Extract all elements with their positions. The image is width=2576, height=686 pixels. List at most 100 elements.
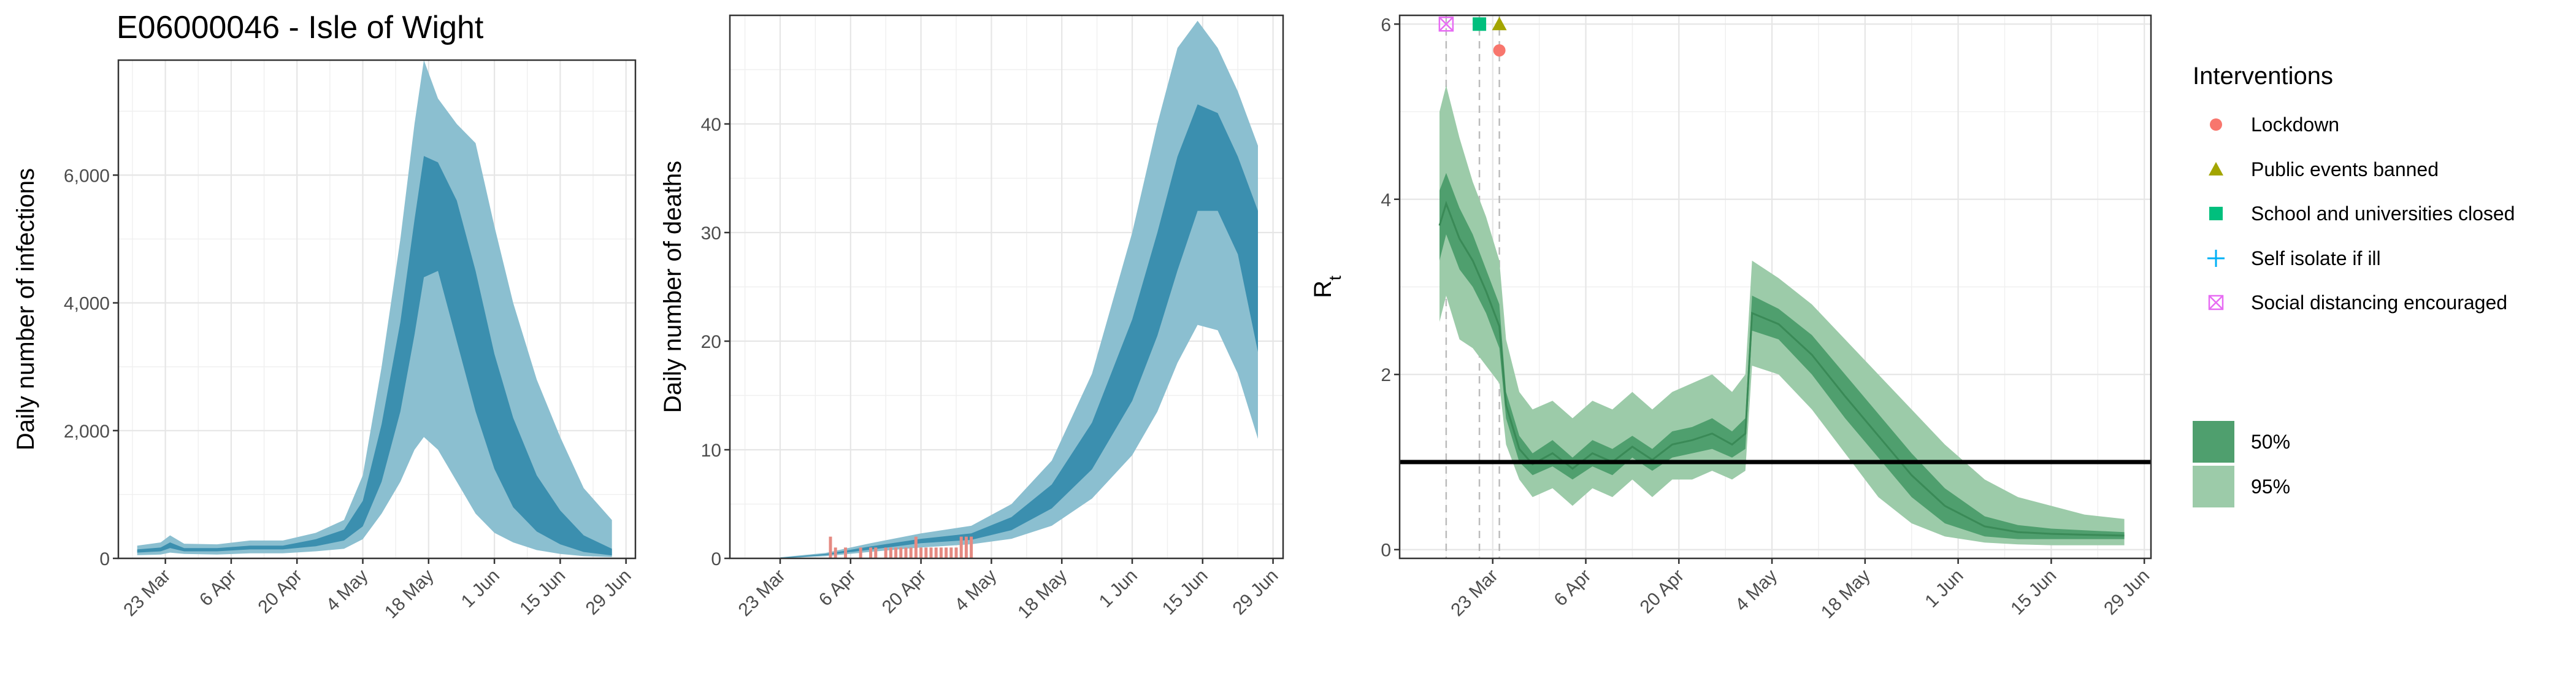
- band-50: [137, 156, 612, 556]
- x-tick-label: 4 May: [951, 566, 1000, 615]
- x-tick-label: 4 May: [322, 566, 372, 615]
- x-tick-label: 15 Jun: [516, 566, 569, 619]
- panel-border: [117, 59, 637, 560]
- y-tick-label: 6: [1381, 15, 1391, 35]
- y-axis-title: Rt: [1309, 276, 1344, 298]
- x-tick-label: 20 Apr: [878, 566, 930, 618]
- x-tick-label: 23 Mar: [1447, 566, 1501, 620]
- legend-ci-item: 95%: [2193, 466, 2290, 507]
- death-bar: [939, 547, 943, 558]
- y-tick-label: 0: [711, 549, 721, 569]
- x-tick-label: 1 Jun: [1921, 566, 1967, 612]
- death-bar: [929, 547, 933, 558]
- legend-label: 50%: [2251, 431, 2290, 453]
- deaths-panel: 0 10 20 30 40 23 Mar 6 Apr 20 Apr 4 May 18 May 1 J…: [659, 14, 1284, 623]
- bands: [137, 60, 612, 557]
- legend: Interventions Lockdown Public events banne…: [2193, 63, 2515, 507]
- x-tick-label: 29 Jun: [582, 566, 635, 619]
- plot-title: E06000046 - Isle of Wight: [117, 10, 484, 45]
- ci-swatch: [2193, 421, 2234, 463]
- plus-icon: [2207, 250, 2225, 267]
- y-axis-title-text: Daily number of deaths: [659, 161, 686, 413]
- x-tick-label: 4 May: [1731, 566, 1781, 615]
- y-tick-label: 30: [701, 223, 721, 244]
- grid: [1400, 15, 2151, 558]
- schools-marker: [1473, 17, 1487, 31]
- legend-label: School and universities closed: [2251, 202, 2515, 225]
- square-icon: [2209, 207, 2223, 220]
- legend-item: Social distancing encouraged: [2208, 291, 2507, 314]
- y-axis-title-text: Daily number of infections: [12, 168, 39, 450]
- y-tick-label: 40: [701, 115, 721, 135]
- bands: [1438, 85, 2125, 545]
- triangle-icon: [2209, 162, 2223, 175]
- y-axis-title-subscript: t: [1325, 276, 1344, 280]
- legend-item: Public events banned: [2209, 158, 2439, 180]
- y-tick-label: 4,000: [64, 294, 110, 314]
- boxx-icon: [2208, 295, 2224, 310]
- death-bar: [914, 536, 918, 558]
- legend-label: Social distancing encouraged: [2251, 291, 2507, 314]
- death-bar: [859, 547, 862, 558]
- public-events-marker: [1492, 17, 1507, 31]
- x-tick-label: 18 May: [1817, 566, 1874, 623]
- x-tick-label: 15 Jun: [2007, 566, 2060, 619]
- x-tick-label: 1 Jun: [458, 566, 504, 612]
- marker-box: [1438, 17, 1454, 32]
- x-tick-label: 29 Jun: [1229, 566, 1282, 619]
- death-bar: [924, 547, 928, 558]
- social-distancing-marker: [1438, 17, 1454, 32]
- band-95: [780, 20, 1258, 558]
- legend-ci-item: 50%: [2193, 421, 2290, 463]
- x-tick-label: 1 Jun: [1095, 566, 1141, 612]
- y-tick-label: 2: [1381, 365, 1391, 385]
- legend-label: 95%: [2251, 476, 2290, 498]
- ci-swatch: [2193, 466, 2234, 507]
- y-tick-label: 0: [1381, 541, 1391, 561]
- death-bar: [899, 547, 903, 558]
- x-tick-label: 18 May: [1014, 566, 1071, 623]
- death-bar: [945, 547, 948, 558]
- death-bar: [909, 547, 913, 558]
- death-bar: [959, 536, 963, 558]
- marker-cross: [1439, 17, 1454, 32]
- death-bar: [970, 536, 973, 558]
- death-bar: [904, 547, 908, 558]
- boxx-cross-icon: [2209, 295, 2223, 310]
- y-tick-label: 2,000: [64, 422, 110, 442]
- lockdown-icon: [2210, 118, 2222, 131]
- x-tick-label: 23 Mar: [120, 566, 174, 620]
- x-tick-label: 20 Apr: [1636, 566, 1689, 618]
- legend-item: Lockdown: [2210, 114, 2339, 136]
- death-bar: [844, 547, 848, 558]
- panel-border: [729, 14, 1284, 560]
- infections-panel: 0 2,000 4,000 6,000 23 Mar 6 Apr 20 Apr 4 May 18…: [12, 59, 637, 623]
- death-bar: [869, 547, 873, 558]
- lockdown-marker: [1493, 44, 1506, 57]
- x-tick-label: 6 Apr: [815, 566, 860, 611]
- death-bar: [954, 547, 958, 558]
- legend-title: Interventions: [2193, 63, 2333, 90]
- x-tick-label: 23 Mar: [735, 566, 789, 620]
- x-tick-label: 15 Jun: [1159, 566, 1212, 619]
- death-bar: [919, 547, 923, 558]
- median-line: [1438, 201, 2125, 537]
- death-bar: [829, 536, 832, 558]
- bands: [780, 20, 1258, 558]
- y-tick-label: 6,000: [64, 166, 110, 186]
- death-bar: [894, 547, 898, 558]
- y-axis-title: Daily number of deaths: [659, 161, 686, 413]
- panel-border: [1398, 14, 2152, 560]
- x-tick-label: 29 Jun: [2100, 566, 2153, 619]
- legend-label: Lockdown: [2251, 114, 2339, 136]
- x-tick-label: 6 Apr: [1551, 566, 1595, 611]
- x-tick-label: 6 Apr: [196, 566, 240, 611]
- death-bar: [874, 547, 878, 558]
- legend-item: Self isolate if ill: [2207, 247, 2381, 269]
- y-axis-title: Daily number of infections: [12, 168, 39, 450]
- legend-label: Public events banned: [2251, 158, 2439, 180]
- death-bar: [834, 547, 837, 558]
- legend-item: School and universities closed: [2209, 202, 2515, 225]
